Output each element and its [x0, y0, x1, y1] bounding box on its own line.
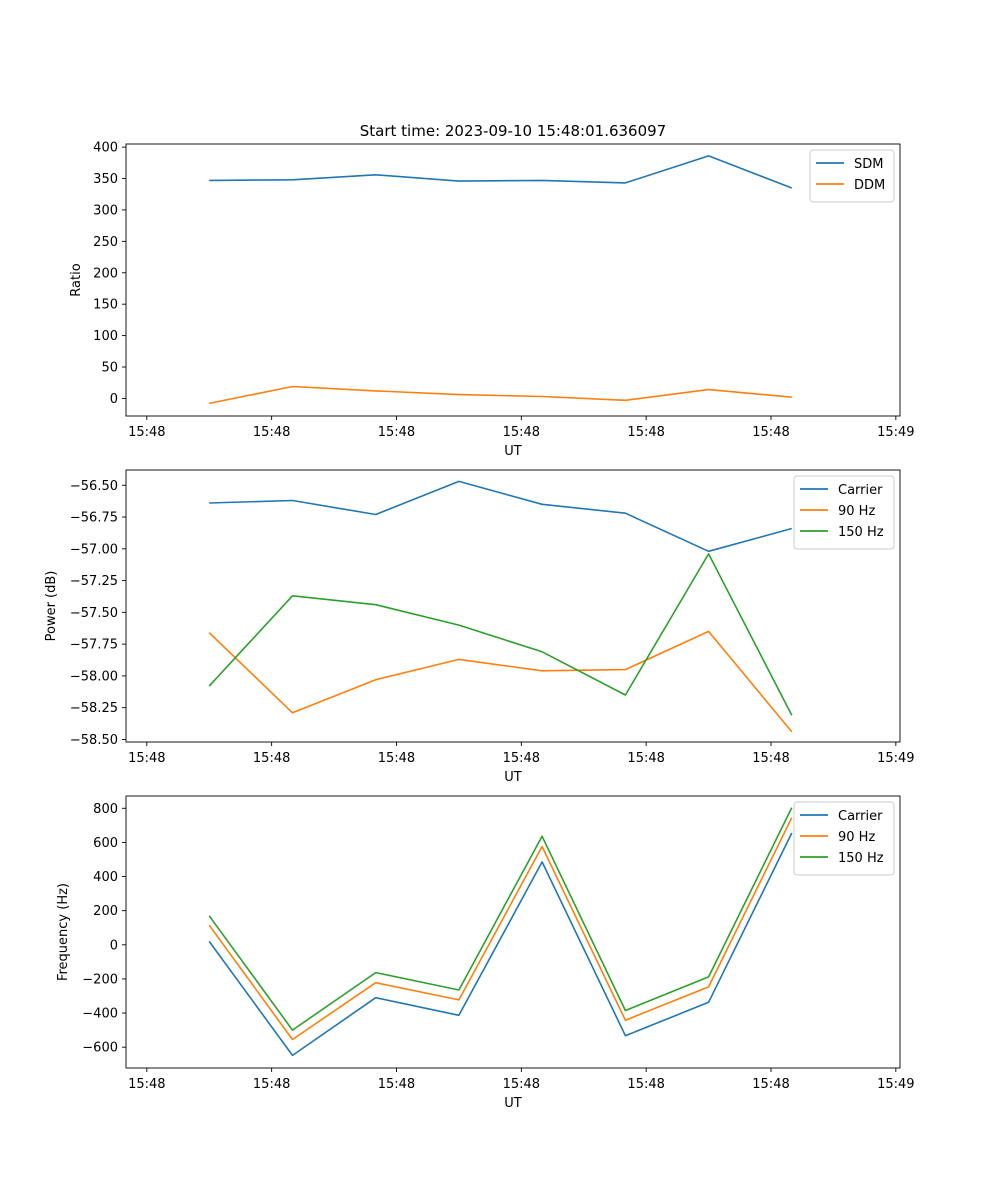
y-axis-label: Ratio: [69, 263, 84, 296]
x-tick-label: 15:48: [752, 1077, 789, 1092]
y-tick-label: −200: [82, 972, 118, 987]
series-line-150-hz: [208, 807, 793, 1031]
y-tick-label: −57.25: [70, 574, 118, 589]
series-line-150-hz: [208, 553, 793, 716]
x-tick-label: 15:48: [752, 425, 789, 440]
y-tick-label: 350: [93, 172, 118, 187]
y-tick-label: 400: [93, 870, 118, 885]
power-panel: 15:48 15:48 15:48 15:48 15:48 15:48 15:49 −58.5…: [44, 469, 915, 785]
legend-label: Carrier: [838, 809, 883, 824]
series-line-carrier: [209, 480, 793, 553]
legend-label: 150 Hz: [838, 525, 884, 540]
plot-frame: [125, 143, 901, 417]
y-tick-label: 600: [93, 836, 118, 851]
legend: SDM DDM: [809, 149, 895, 203]
series-line-90-hz: [208, 817, 793, 1041]
y-tick-label: 200: [93, 904, 118, 919]
legend-label: 150 Hz: [838, 851, 884, 866]
legend-label: DDM: [854, 178, 885, 193]
x-tick-label: 15:48: [627, 751, 664, 766]
y-tick-label: 400: [93, 141, 118, 156]
y-tick-label: 200: [93, 266, 118, 281]
plot-frame: [125, 795, 901, 1069]
y-tick-label: −57.50: [70, 606, 118, 621]
x-tick-label: 15:48: [627, 1077, 664, 1092]
y-tick-label: 0: [110, 938, 118, 953]
y-axis-label: Power (dB): [44, 571, 59, 642]
x-tick-label: 15:48: [503, 1077, 540, 1092]
y-tick-label: 250: [93, 235, 118, 250]
ratio-panel: Start time: 2023-09-10 15:48:01.636097 15…: [69, 122, 915, 459]
y-tick-label: 0: [110, 392, 118, 407]
series-line-90-hz: [208, 630, 793, 733]
legend: Carrier 90 Hz 150 Hz: [793, 801, 895, 876]
series-line-sdm: [209, 155, 793, 189]
x-tick-label: 15:48: [128, 751, 165, 766]
x-axis-label: UT: [504, 770, 522, 785]
x-tick-label: 15:48: [253, 425, 290, 440]
y-tick-label: −58.25: [70, 701, 118, 716]
x-tick-label: 15:48: [253, 1077, 290, 1092]
y-tick-label: −57.00: [70, 542, 118, 557]
frequency-panel: 15:48 15:48 15:48 15:48 15:48 15:48 15:49 −600 −…: [56, 795, 915, 1111]
x-tick-label: 15:48: [378, 751, 415, 766]
y-tick-label: −58.50: [70, 733, 118, 748]
y-tick-label: 300: [93, 203, 118, 218]
x-tick-label: 15:49: [877, 425, 914, 440]
legend-label: Carrier: [838, 483, 883, 498]
x-tick-label: 15:49: [877, 751, 914, 766]
plot-frame: [125, 469, 901, 743]
y-tick-label: −56.50: [70, 479, 118, 494]
series-line-ddm: [209, 385, 792, 405]
x-tick-label: 15:48: [752, 751, 789, 766]
legend-label: 90 Hz: [838, 504, 875, 519]
series-line-carrier: [208, 832, 793, 1057]
x-tick-label: 15:49: [877, 1077, 914, 1092]
y-tick-label: −58.00: [70, 669, 118, 684]
y-tick-label: 50: [101, 361, 118, 376]
x-tick-label: 15:48: [253, 751, 290, 766]
y-axis-label: Frequency (Hz): [56, 883, 71, 981]
x-tick-label: 15:48: [128, 1077, 165, 1092]
x-axis-label: UT: [504, 1096, 522, 1111]
x-tick-label: 15:48: [378, 1077, 415, 1092]
y-tick-label: 800: [93, 802, 118, 817]
x-tick-label: 15:48: [128, 425, 165, 440]
y-tick-label: 150: [93, 298, 118, 313]
y-tick-label: −600: [82, 1041, 118, 1056]
y-tick-label: 100: [93, 329, 118, 344]
y-tick-label: −56.75: [70, 511, 118, 526]
x-axis-label: UT: [504, 444, 522, 459]
x-tick-label: 15:48: [627, 425, 664, 440]
x-tick-label: 15:48: [503, 751, 540, 766]
y-tick-label: −57.75: [70, 638, 118, 653]
chart-title: Start time: 2023-09-10 15:48:01.636097: [360, 122, 666, 140]
y-tick-label: −400: [82, 1007, 118, 1022]
legend: Carrier 90 Hz 150 Hz: [793, 475, 895, 550]
x-tick-label: 15:48: [503, 425, 540, 440]
legend-label: 90 Hz: [838, 830, 875, 845]
legend-label: SDM: [854, 157, 883, 172]
x-tick-label: 15:48: [378, 425, 415, 440]
